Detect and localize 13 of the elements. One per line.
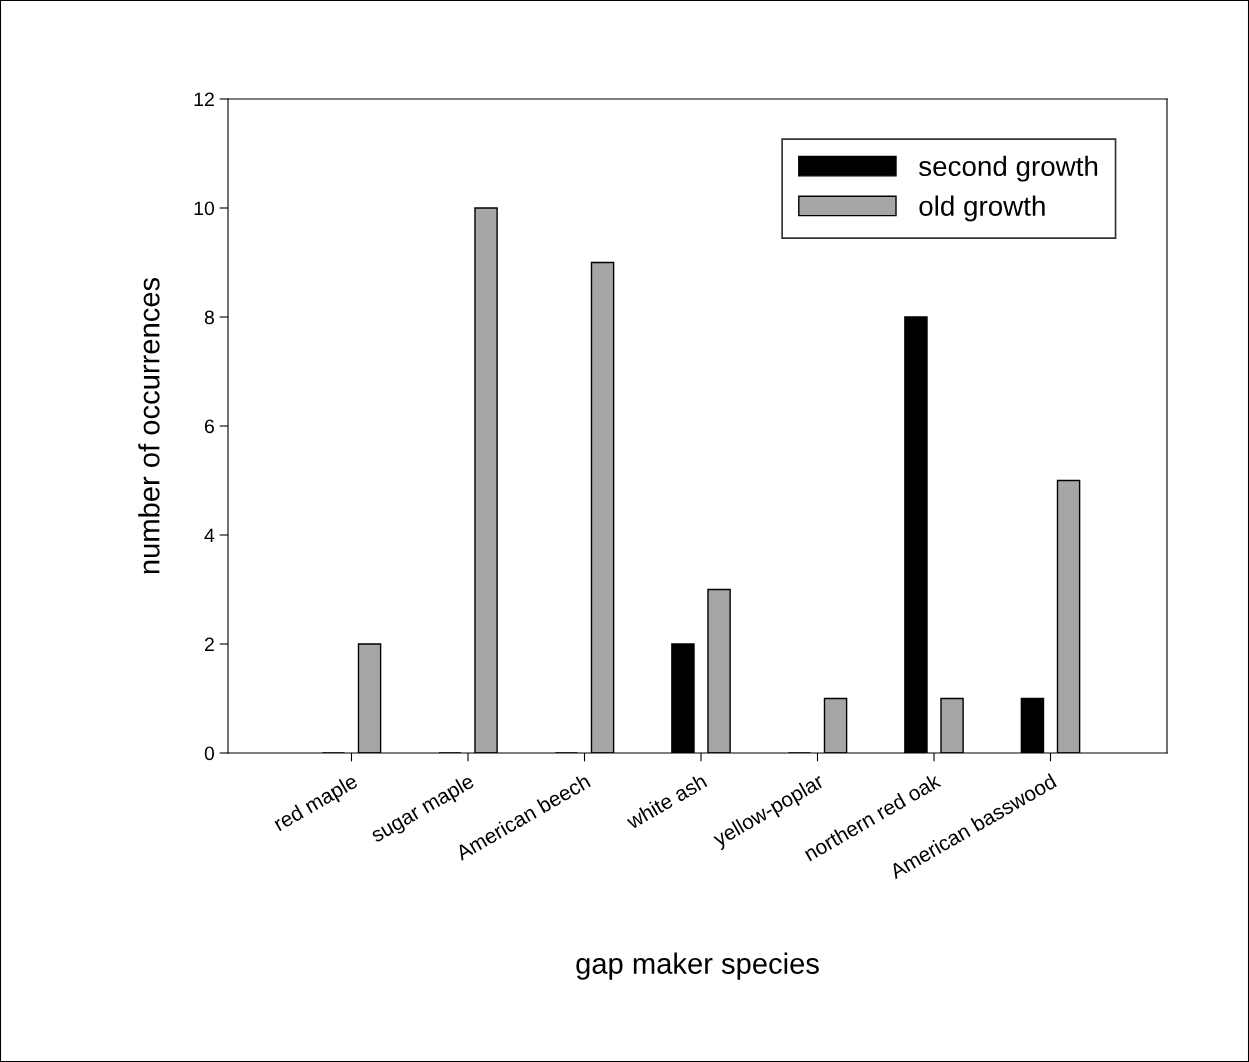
legend-label: old growth [919, 195, 1045, 222]
x-tick-label: white ash [624, 773, 708, 830]
y-tick-label: 12 [194, 92, 214, 107]
y-tick-label: 0 [204, 746, 215, 761]
y-axis-title: number of occurrences [138, 277, 160, 574]
y-tick-label: 8 [204, 310, 214, 325]
legend-label: second growth [919, 155, 1098, 182]
y-tick-label: 10 [194, 201, 215, 216]
x-axis-title: gap maker species [576, 952, 819, 980]
x-tick-label: red maple [272, 772, 361, 835]
y-tick-label: 6 [204, 419, 214, 434]
y-tick-label: 2 [204, 637, 214, 652]
y-tick-label: 4 [204, 528, 215, 543]
